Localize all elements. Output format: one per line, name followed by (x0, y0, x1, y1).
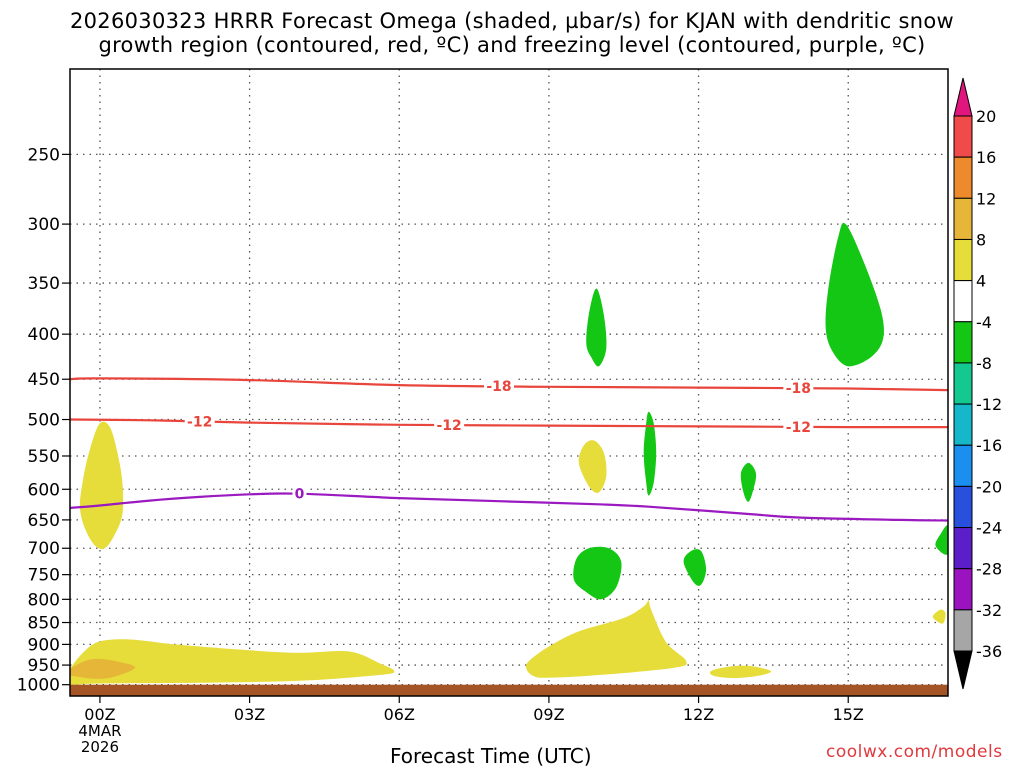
ground (70, 684, 948, 696)
ytick-label-1000: 1000 (17, 676, 60, 696)
colorbar-bin-8 (953, 444, 973, 487)
omega-region-12 (825, 222, 884, 367)
chart-title-line2: growth region (contoured, red, ºC) and f… (98, 33, 926, 57)
omega-region-11 (740, 462, 757, 502)
ytick-label-750: 750 (28, 566, 60, 586)
omega-region-8 (586, 288, 607, 367)
omega-region-3 (525, 600, 687, 678)
omega-region-2 (79, 421, 124, 550)
colorbar-bin-12 (953, 609, 973, 652)
chart-title-line1: 2026030323 HRRR Forecast Omega (shaded, … (69, 9, 954, 33)
xtick-sublabel-1: 2026 (81, 738, 119, 756)
contour-label-1-2: -12 (786, 420, 811, 436)
colorbar-label-0: 20 (976, 107, 996, 126)
xtick-sublabel-0: 4MAR (78, 722, 121, 740)
omega-region-7 (573, 546, 622, 600)
colorbar-label-1: 16 (976, 148, 996, 167)
contour-label-2-0: 0 (295, 487, 305, 503)
colorbar-label-5: -4 (976, 313, 992, 332)
frame (69, 68, 949, 697)
colorbar-bin-0 (953, 115, 973, 158)
colorbar-label-2: 12 (976, 189, 996, 208)
colorbar-label-10: -24 (976, 519, 1002, 538)
ytick-label-950: 950 (28, 656, 60, 676)
contour-label-bg-1-2 (783, 418, 814, 435)
ytick-label-900: 900 (28, 635, 60, 655)
colorbar-label-6: -8 (976, 354, 992, 373)
colorbar-label-11: -28 (976, 560, 1002, 579)
grid (70, 69, 948, 696)
colorbar-label-13: -36 (976, 642, 1002, 661)
ground-bar (70, 684, 948, 696)
colorbar: 20 16 12 8 4 -4 -8 -12 -16 -20 -24 -28 -32 -36 (953, 77, 1002, 690)
omega-region-10 (683, 549, 707, 586)
xtick-label-15Z: 15Z (833, 705, 864, 724)
colorbar-label-4: 4 (976, 272, 986, 291)
colorbar-bin-1 (953, 156, 973, 199)
contour-label-1-1: -12 (436, 418, 461, 434)
omega-region-1 (70, 658, 135, 679)
omega-region-5 (578, 440, 607, 493)
ytick-label-250: 250 (28, 145, 60, 165)
contour-label-bg-1-1 (434, 417, 465, 434)
contour-1 (70, 418, 948, 429)
xtick-label-12Z: 12Z (683, 705, 714, 724)
colorbar-label-3: 8 (976, 230, 986, 249)
omega-region-9 (643, 411, 657, 496)
x-axis-title: Forecast Time (UTC) (390, 744, 592, 768)
ytick-label-550: 550 (28, 447, 60, 467)
xtick-label-03Z: 03Z (234, 705, 265, 724)
colorbar-bottom-triangle (953, 650, 973, 690)
contour-label-bg-2-0 (292, 485, 307, 502)
contour-label-bg-0-1 (783, 380, 814, 397)
ytick-label-300: 300 (28, 215, 60, 235)
colorbar-bin-9 (953, 485, 973, 529)
omega-region-6 (932, 609, 946, 624)
colorbar-bin-4 (953, 280, 973, 323)
ytick-label-850: 850 (28, 614, 60, 634)
ytick-label-600: 600 (28, 480, 60, 500)
y-axis-labels: 2503003504004505005506006507007508008509… (17, 145, 70, 696)
omega-region-4 (709, 665, 772, 679)
xtick-label-00Z: 00Z (84, 705, 115, 724)
colorbar-bin-7 (953, 403, 973, 446)
colorbar-bin-10 (953, 527, 973, 570)
xtick-label-06Z: 06Z (384, 705, 415, 724)
credit-link[interactable]: coolwx.com/models (826, 742, 1003, 762)
colorbar-bin-5 (953, 321, 973, 364)
colorbar-bin-2 (953, 197, 973, 240)
colorbar-label-12: -32 (976, 601, 1002, 620)
contours: -18 -18 -12 -12 -12 0 (70, 377, 948, 522)
colorbar-top-triangle (953, 77, 973, 117)
colorbar-label-9: -20 (976, 477, 1002, 496)
contour-label-bg-1-0 (184, 413, 215, 430)
ytick-label-400: 400 (28, 325, 60, 345)
ytick-label-800: 800 (28, 590, 60, 610)
contour-label-bg-0-0 (484, 378, 515, 395)
ytick-label-500: 500 (28, 411, 60, 431)
contour-label-0-0: -18 (486, 379, 511, 395)
ytick-label-700: 700 (28, 539, 60, 559)
colorbar-bin-3 (953, 238, 973, 282)
omega-region-0 (70, 639, 395, 686)
ytick-label-450: 450 (28, 370, 60, 390)
contour-label-1-0: -12 (187, 414, 212, 430)
colorbar-label-7: -12 (976, 395, 1002, 414)
omega-region-13 (935, 525, 948, 555)
ytick-label-650: 650 (28, 511, 60, 531)
colorbar-bin-11 (953, 568, 973, 611)
omega-shading (70, 222, 948, 686)
colorbar-label-8: -16 (976, 436, 1002, 455)
contour-2 (70, 492, 948, 522)
plot-frame (69, 68, 949, 697)
xtick-label-09Z: 09Z (533, 705, 564, 724)
ytick-label-350: 350 (28, 274, 60, 294)
colorbar-bin-6 (953, 362, 973, 405)
contour-label-0-1: -18 (786, 381, 811, 397)
